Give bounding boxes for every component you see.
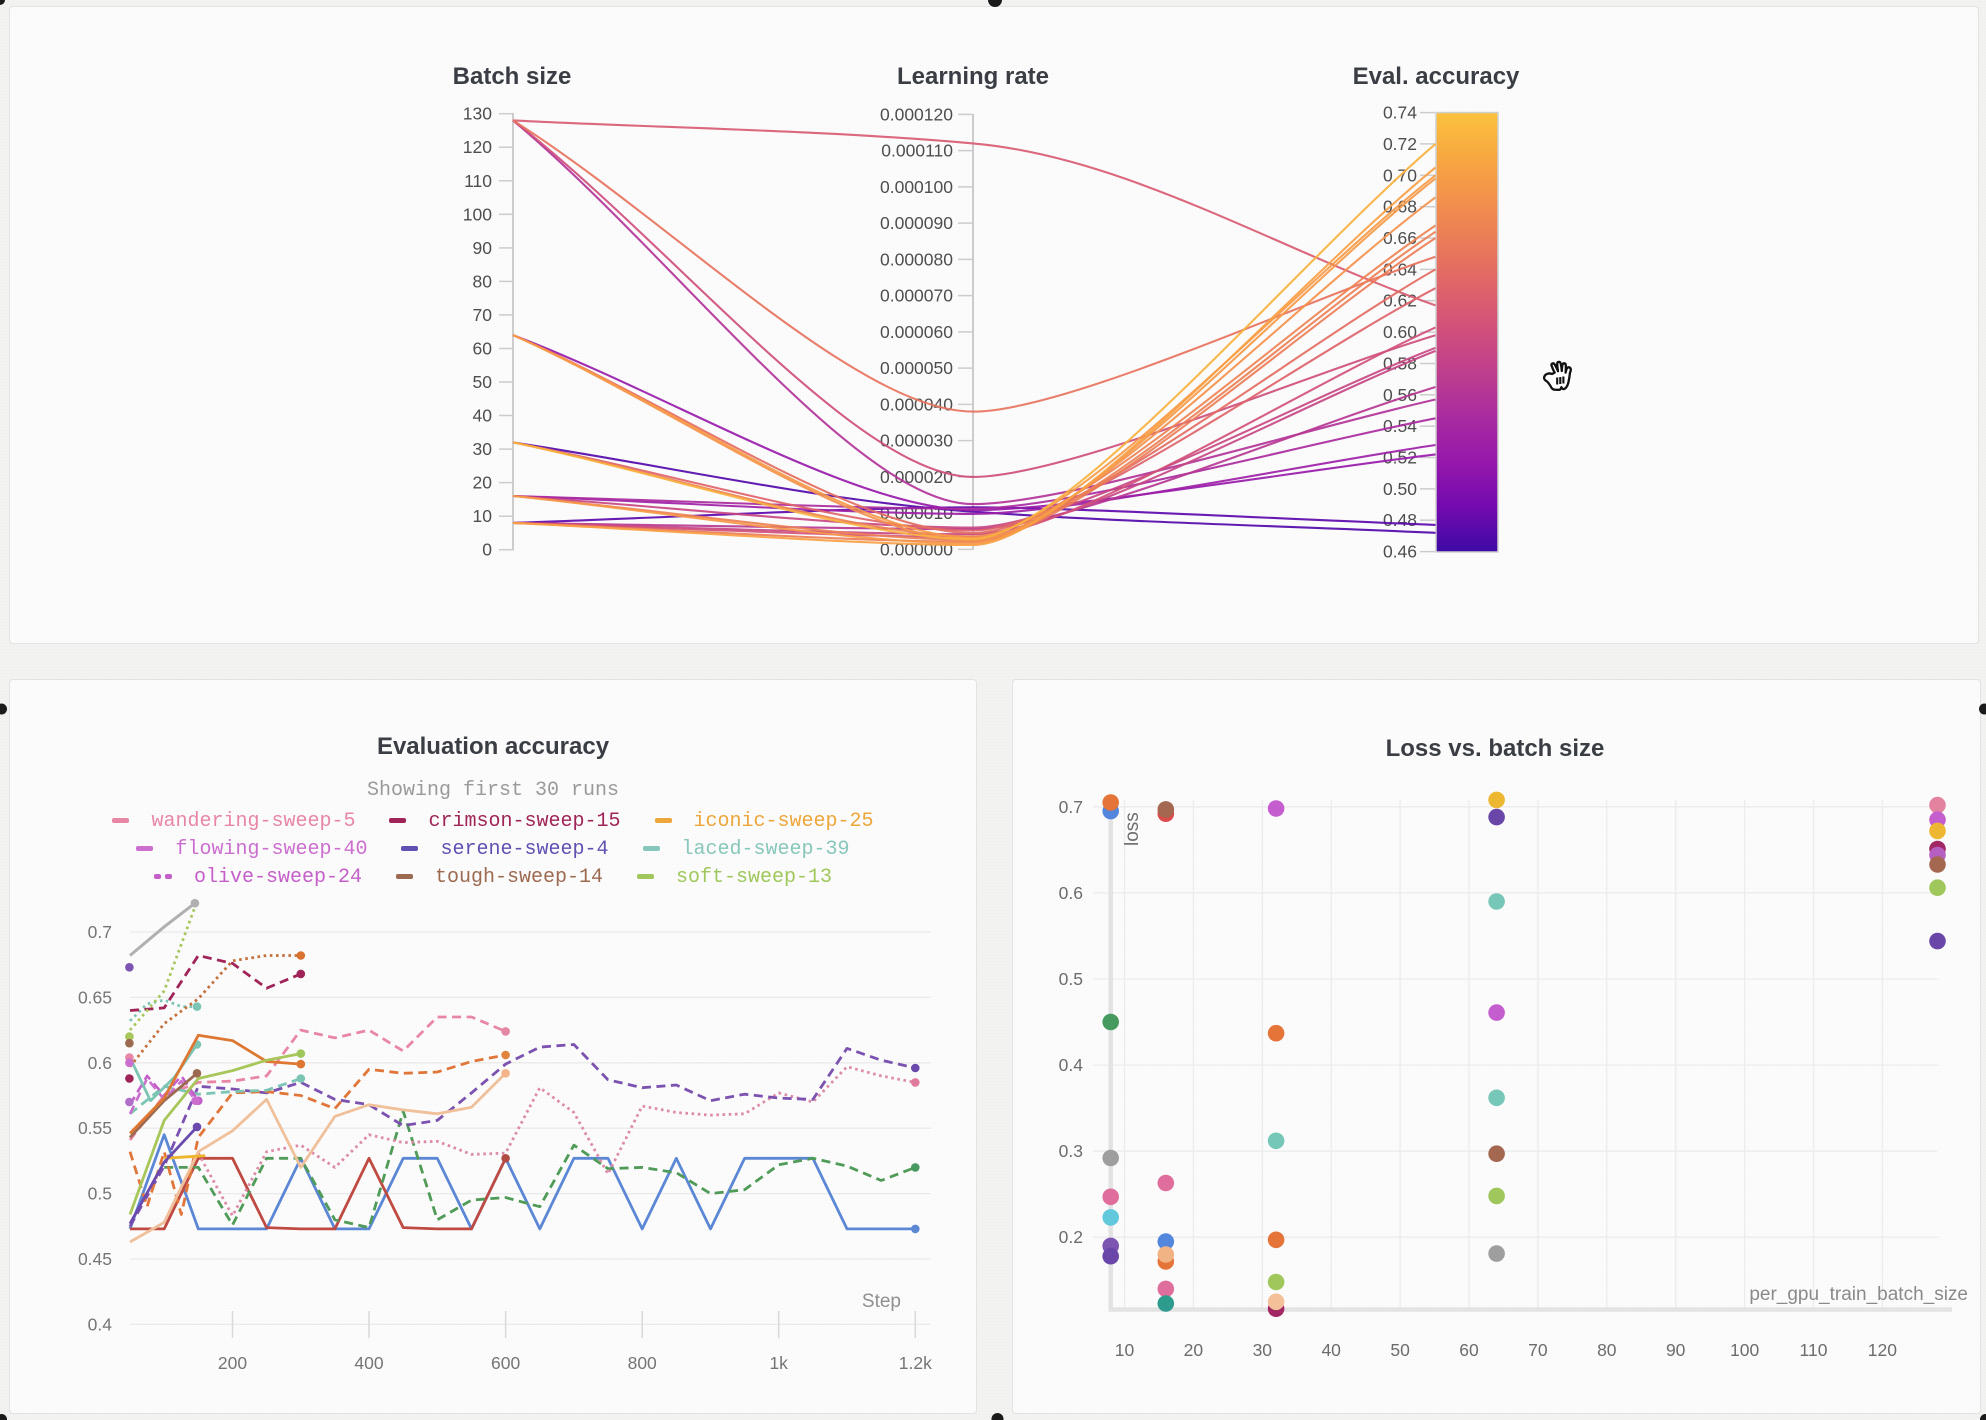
svg-text:110: 110 — [1800, 1340, 1828, 1360]
svg-text:Loss vs. batch size: Loss vs. batch size — [1386, 735, 1605, 762]
svg-text:0.50: 0.50 — [1383, 479, 1417, 499]
svg-text:0.4: 0.4 — [1059, 1055, 1084, 1075]
svg-text:0.000100: 0.000100 — [880, 177, 953, 197]
svg-text:0.55: 0.55 — [78, 1118, 112, 1138]
svg-text:70: 70 — [473, 305, 493, 325]
svg-text:600: 600 — [491, 1353, 520, 1373]
svg-text:0.000050: 0.000050 — [880, 358, 953, 378]
svg-text:0.5: 0.5 — [88, 1184, 112, 1204]
svg-text:0.6: 0.6 — [88, 1053, 112, 1073]
svg-text:800: 800 — [628, 1353, 657, 1373]
svg-text:0.000040: 0.000040 — [880, 394, 953, 414]
svg-text:30: 30 — [1253, 1340, 1273, 1360]
svg-text:40: 40 — [1321, 1340, 1341, 1360]
svg-text:0.4: 0.4 — [88, 1314, 113, 1334]
svg-text:80: 80 — [1597, 1340, 1617, 1360]
svg-text:0.000120: 0.000120 — [880, 104, 953, 124]
svg-text:60: 60 — [473, 339, 493, 359]
svg-text:0.65: 0.65 — [78, 987, 112, 1007]
svg-text:0: 0 — [482, 540, 492, 560]
svg-text:0.2: 0.2 — [1059, 1227, 1083, 1247]
svg-text:50: 50 — [1390, 1340, 1410, 1360]
svg-text:0.5: 0.5 — [1059, 969, 1083, 989]
svg-text:100: 100 — [1730, 1340, 1759, 1360]
svg-text:70: 70 — [1528, 1340, 1548, 1360]
svg-text:60: 60 — [1459, 1340, 1479, 1360]
svg-text:20: 20 — [1184, 1340, 1204, 1360]
svg-text:0.7: 0.7 — [1059, 797, 1083, 817]
svg-text:0.000020: 0.000020 — [880, 467, 953, 487]
svg-text:Batch size: Batch size — [453, 63, 572, 90]
svg-text:0.45: 0.45 — [78, 1249, 112, 1269]
svg-text:0.60: 0.60 — [1383, 322, 1417, 342]
svg-text:1k: 1k — [769, 1353, 788, 1373]
svg-text:10: 10 — [473, 506, 493, 526]
svg-text:0.6: 0.6 — [1059, 883, 1083, 903]
svg-text:0.48: 0.48 — [1383, 510, 1417, 530]
svg-text:0.000090: 0.000090 — [880, 213, 953, 233]
svg-text:Step: Step — [862, 1291, 901, 1312]
svg-text:120: 120 — [463, 137, 492, 157]
svg-text:0.3: 0.3 — [1059, 1141, 1083, 1161]
svg-text:loss: loss — [1122, 812, 1143, 846]
svg-text:0.7: 0.7 — [88, 922, 112, 942]
svg-text:0.46: 0.46 — [1383, 542, 1417, 562]
svg-text:80: 80 — [473, 271, 493, 291]
svg-text:130: 130 — [463, 104, 492, 124]
svg-text:1.2k: 1.2k — [899, 1353, 932, 1373]
svg-text:120: 120 — [1868, 1340, 1897, 1360]
svg-text:0.56: 0.56 — [1383, 385, 1417, 405]
svg-text:0.000030: 0.000030 — [880, 431, 953, 451]
svg-text:110: 110 — [464, 171, 492, 191]
svg-text:0.000080: 0.000080 — [880, 249, 953, 269]
svg-text:90: 90 — [473, 238, 493, 258]
svg-text:Eval. accuracy: Eval. accuracy — [1353, 63, 1520, 90]
svg-text:per_gpu_train_batch_size: per_gpu_train_batch_size — [1749, 1284, 1968, 1305]
svg-text:0.000110: 0.000110 — [881, 141, 953, 161]
svg-text:10: 10 — [1115, 1340, 1135, 1360]
svg-text:Learning rate: Learning rate — [897, 63, 1049, 90]
svg-text:0.66: 0.66 — [1383, 228, 1417, 248]
svg-text:90: 90 — [1666, 1340, 1686, 1360]
svg-text:40: 40 — [473, 406, 493, 426]
svg-text:200: 200 — [218, 1353, 247, 1373]
svg-text:0.000060: 0.000060 — [880, 322, 953, 342]
svg-text:30: 30 — [473, 439, 493, 459]
svg-text:0.72: 0.72 — [1383, 134, 1417, 154]
svg-text:50: 50 — [473, 372, 493, 392]
svg-text:0.000070: 0.000070 — [880, 286, 953, 306]
svg-text:400: 400 — [354, 1353, 383, 1373]
svg-text:0.74: 0.74 — [1383, 103, 1417, 123]
svg-text:20: 20 — [473, 473, 493, 493]
svg-text:100: 100 — [463, 204, 492, 224]
